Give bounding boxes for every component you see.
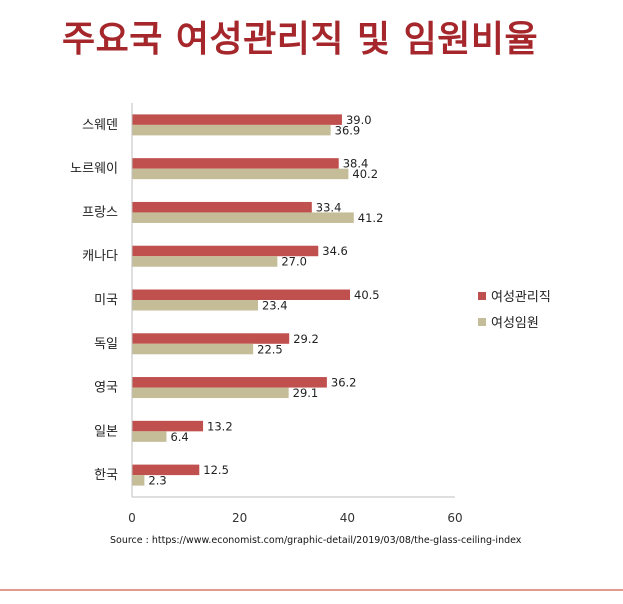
bar-executive [132, 256, 278, 267]
legend-label: 여성관리직 [491, 290, 551, 305]
bar-manager [132, 114, 342, 125]
data-label: 29.1 [293, 386, 319, 400]
bar-chart: 스웨덴 39.036.9 노르웨이 38.440.2 프랑스 33.4 41.2 캐나다 34.… [70, 103, 551, 525]
bar-manager [132, 333, 290, 344]
bar-manager [132, 420, 204, 432]
bar-manager [132, 245, 319, 257]
data-label: 41.2 [358, 211, 384, 225]
bar-manager [132, 464, 200, 476]
category-label: 노르웨이 [70, 162, 118, 177]
axes-group: 0 20 40 60 [128, 103, 463, 525]
category-label: 스웨덴 [82, 118, 118, 133]
category-label: 일본 [94, 424, 118, 439]
data-label: 34.6 [322, 244, 348, 258]
bar-executive [132, 124, 331, 136]
x-tick-label: 60 [447, 511, 462, 525]
category-label: 미국 [94, 293, 118, 308]
data-label: 22.5 [257, 342, 283, 356]
data-label: 36.9 [335, 123, 361, 137]
data-label: 40.5 [354, 288, 380, 302]
bar-executive [132, 168, 349, 180]
legend-label: 여성임원 [491, 316, 539, 331]
bar-manager [132, 377, 327, 388]
legend-swatch [478, 292, 486, 300]
bar-executive [132, 475, 145, 486]
data-label: 12.5 [203, 463, 229, 477]
source-note: Source : https://www.economist.com/graph… [110, 535, 522, 546]
labels-group: 스웨덴 39.036.9 노르웨이 38.440.2 프랑스 33.4 41.2 캐나다 34.… [70, 113, 383, 488]
data-label: 38.4 [343, 157, 369, 171]
data-label: 40.2 [352, 167, 378, 181]
bar-executive [132, 212, 354, 223]
x-tick-label: 40 [340, 511, 355, 525]
data-label: 27.0 [281, 255, 307, 269]
data-label: 2.3 [148, 474, 166, 488]
bar-manager [132, 201, 312, 213]
bar-manager [132, 158, 339, 169]
chart-title: 주요국 여성관리직 및 임원비율 [62, 19, 539, 60]
category-label: 캐나다 [82, 249, 118, 264]
data-label: 13.2 [207, 419, 233, 433]
bottom-divider [0, 589, 623, 591]
bars-group [132, 114, 354, 486]
data-label: 6.4 [170, 430, 188, 444]
bar-executive [132, 343, 254, 355]
bar-manager [132, 289, 351, 300]
category-label: 영국 [94, 381, 118, 396]
bar-executive [132, 387, 289, 399]
data-label: 29.2 [293, 332, 319, 346]
legend-swatch [478, 318, 486, 326]
data-label: 33.4 [316, 200, 342, 214]
bar-executive [132, 300, 258, 311]
category-label: 한국 [94, 468, 118, 483]
data-label: 36.2 [331, 376, 357, 390]
data-label: 39.0 [346, 113, 372, 127]
data-label: 23.4 [262, 299, 288, 313]
bar-executive [132, 431, 167, 442]
x-tick-label: 0 [128, 511, 136, 525]
x-tick-label: 20 [232, 511, 247, 525]
category-label: 독일 [94, 337, 118, 352]
category-label: 프랑스 [82, 205, 118, 220]
